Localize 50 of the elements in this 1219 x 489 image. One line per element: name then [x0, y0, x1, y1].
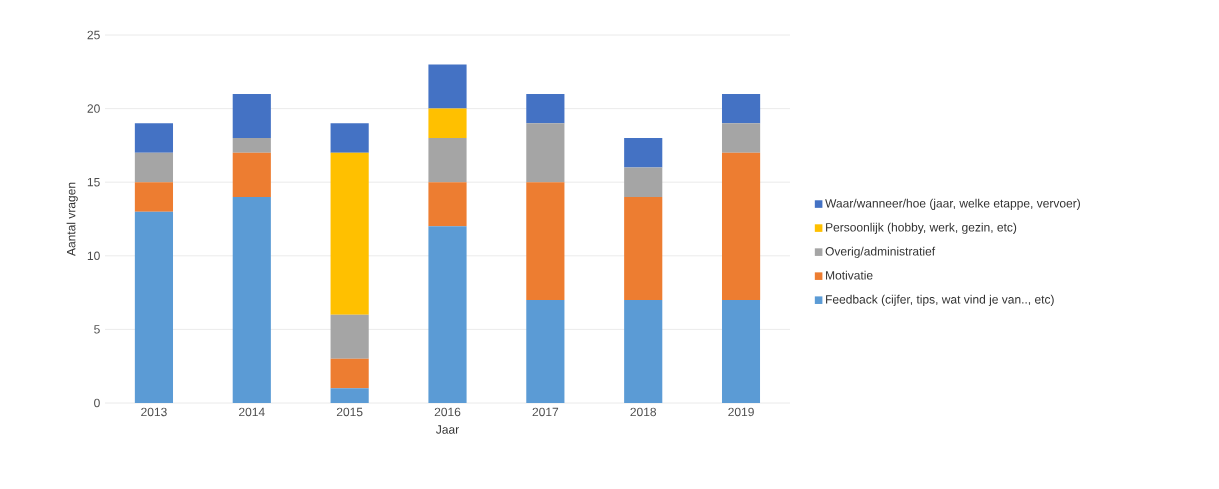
bar — [428, 138, 467, 183]
legend-label: Overig/administratief — [825, 246, 936, 258]
bar — [232, 138, 271, 153]
bar — [526, 299, 565, 403]
bar — [721, 123, 761, 153]
y-tick-label: 15 — [87, 178, 100, 187]
bar — [428, 108, 467, 139]
x-tick-label: 2018 — [630, 407, 657, 417]
bar — [134, 123, 174, 153]
x-tick-label: 2019 — [728, 407, 754, 417]
bar — [330, 314, 369, 359]
bar — [428, 182, 467, 227]
y-tick-label: 25 — [87, 30, 100, 40]
legend-label: Persoonlijk (hobby, werk, gezin, etc) — [826, 222, 1017, 234]
y-tick-label: 10 — [87, 251, 100, 261]
bar — [721, 152, 761, 300]
y-tick-label: 0 — [94, 398, 100, 408]
legend-label: Waar/wanneer/hoe (jaar, welke etappe, vervoer) — [825, 198, 1080, 210]
bar — [526, 123, 565, 183]
bar — [134, 182, 174, 212]
bar — [330, 152, 369, 315]
legend-label: Motivatie — [826, 270, 873, 280]
legend-label: Feedback (cijfer, tips, wat vind je van.., etc) — [826, 294, 1054, 307]
bar — [526, 93, 565, 124]
bar — [232, 93, 271, 139]
bar — [624, 138, 663, 168]
x-tick-label: 2014 — [239, 407, 265, 417]
bar — [624, 299, 663, 403]
bar — [330, 358, 369, 389]
bar — [624, 196, 663, 300]
bar — [428, 64, 467, 109]
x-tick-label: 2013 — [141, 407, 167, 417]
y-tick-label: 5 — [94, 325, 100, 334]
x-axis-title: Jaar — [436, 425, 459, 434]
bar — [330, 123, 369, 153]
x-tick-label: 2015 — [336, 407, 363, 417]
x-tick-label: 2016 — [434, 407, 461, 417]
bar — [330, 388, 369, 403]
y-tick-label: 20 — [87, 104, 100, 113]
bar — [134, 152, 174, 183]
bar — [428, 226, 467, 403]
bar — [134, 211, 174, 403]
bar — [624, 167, 663, 197]
y-axis-title: Aantal vragen — [66, 182, 78, 256]
bar — [526, 182, 565, 300]
bar — [232, 196, 271, 403]
bar — [721, 299, 761, 403]
bar — [721, 93, 761, 124]
x-tick-label: 2017 — [532, 407, 559, 417]
bar — [232, 152, 271, 197]
